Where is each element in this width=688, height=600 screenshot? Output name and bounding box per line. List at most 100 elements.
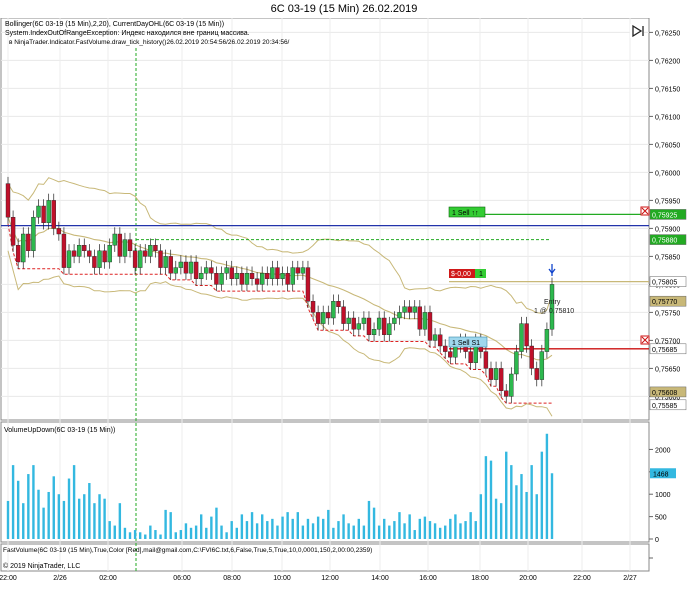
volume-bar [525, 491, 528, 539]
volume-bar [149, 525, 152, 539]
volume-bar [352, 525, 355, 539]
price-marker-label: 0,75685 [652, 347, 677, 354]
time-axis: 22:00 2/26 02:00 06:00 08:00 10:00 12:00 14:00 1… [0, 575, 637, 582]
volume-bar [199, 514, 203, 539]
price-tick-label: 0,75850 [655, 254, 680, 261]
candle [514, 351, 519, 375]
candle [26, 233, 31, 251]
volume-bar [393, 521, 396, 539]
sell-order[interactable]: 1 Sell S1 [448, 336, 488, 348]
candle [61, 233, 67, 268]
price-panel-frame [0, 18, 650, 421]
volume-bar [484, 456, 488, 539]
candle [321, 312, 326, 324]
volume-bar [11, 465, 15, 539]
candle [376, 317, 382, 330]
volume-bar [118, 503, 122, 539]
volume-bar [327, 509, 330, 539]
pnl-qty: 1 [479, 271, 483, 278]
volume-bar [42, 507, 45, 539]
candle [209, 267, 214, 274]
close-sell-order-icon[interactable] [640, 335, 650, 345]
volume-bar [413, 530, 416, 539]
candle [224, 267, 229, 274]
volume-bar [276, 525, 279, 539]
volume-bar [220, 525, 223, 539]
volume-bar [210, 516, 213, 539]
volume-bar [479, 494, 483, 539]
volume-panel-title: VolumeUpDown(6C 03-19 (15 Min)) [4, 427, 115, 434]
candle [290, 267, 295, 285]
volume-bar [62, 500, 66, 539]
bollinger-lower-band [7, 250, 553, 417]
volume-bar [154, 530, 157, 539]
window-title: 6C 03-19 (15 Min) 26.02.2019 [270, 3, 418, 15]
volume-bar [464, 521, 467, 539]
play-icon[interactable] [630, 24, 644, 38]
price-marker-box [649, 399, 687, 411]
volume-bar [93, 503, 96, 539]
time-tick-label: 2/26 [53, 575, 67, 582]
pnl-label: $-0,00 1 [449, 269, 486, 278]
candle [402, 306, 407, 313]
price-tick-label: 0,76000 [655, 170, 680, 177]
price-tick-label: 0,75900 [655, 226, 680, 233]
volume-bar [342, 514, 345, 539]
close-sell-stop-icon[interactable] [640, 206, 650, 216]
volume-bar [428, 521, 432, 539]
volume-bar [250, 512, 254, 539]
candle [229, 267, 234, 280]
candle [254, 278, 260, 285]
volume-bar [77, 498, 81, 539]
volume-bar [144, 534, 147, 539]
volume-bar [316, 516, 320, 539]
price-marker-box [649, 209, 687, 220]
volume-bar [515, 485, 518, 539]
candle [305, 267, 311, 302]
candle [56, 228, 62, 235]
volume-bar [32, 465, 35, 539]
time-tick-label: 22:00 [573, 575, 591, 582]
time-tick-label: 14:00 [371, 575, 389, 582]
candle [76, 244, 82, 257]
candle [117, 233, 123, 257]
volume-bar [362, 525, 366, 539]
volume-bar [83, 494, 86, 539]
candle [214, 272, 219, 285]
sell-stop-order[interactable]: 1 Sell ↑↑ [448, 206, 486, 218]
volume-bar [189, 527, 193, 539]
volume-bar [357, 518, 361, 539]
candle [188, 261, 194, 274]
volume-bar [108, 521, 111, 539]
candle [453, 345, 458, 358]
candle [549, 284, 555, 330]
volume-bar [261, 514, 264, 539]
volume-bar [98, 494, 101, 539]
entry-price: 1 @ 0,75810 [534, 308, 574, 315]
chart-svg[interactable]: 0,76250 0,76200 0,76150 0,76100 0,76050 0,760… [0, 18, 688, 600]
candle [468, 351, 473, 364]
price-tick-label: 0,76100 [655, 114, 680, 121]
candle [198, 272, 204, 279]
candle [387, 323, 392, 336]
volume-bar [459, 523, 462, 539]
candle [361, 317, 367, 324]
fastvolume-label: FastVolume(6C 03-19 (15 Min),True,Color … [3, 547, 372, 554]
volume-bar [388, 525, 391, 539]
price-tick-label: 0,75600 [655, 394, 680, 401]
candle [417, 306, 423, 330]
candle [412, 306, 417, 313]
candle [178, 261, 184, 268]
pnl-value: $-0,00 [451, 271, 471, 278]
volume-bar [367, 500, 371, 539]
candle [392, 317, 397, 324]
price-tick-label: 0,76250 [655, 30, 680, 37]
volume-bar [103, 498, 106, 539]
volume-bar [174, 532, 177, 539]
volume-bar [510, 465, 513, 539]
volume-bar [67, 478, 71, 539]
volume-bar [159, 534, 162, 539]
volume-bar [296, 512, 299, 539]
volume-bar [47, 491, 50, 539]
